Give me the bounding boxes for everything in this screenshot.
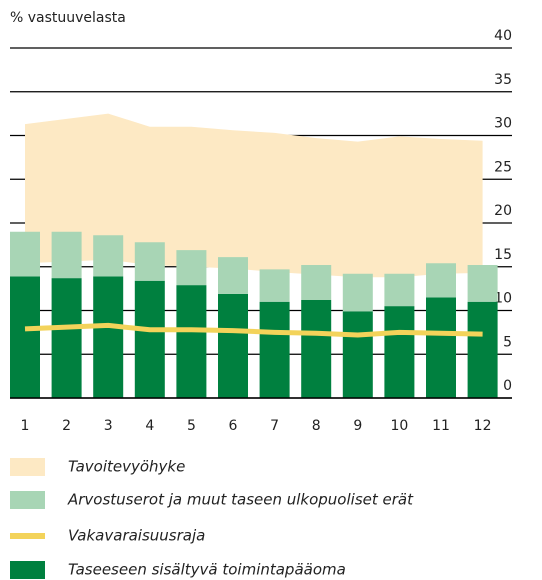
y-tick-label: 25 [494, 159, 512, 175]
bar-segment [259, 301, 290, 398]
bar-segment [218, 293, 248, 398]
legend-swatch [10, 491, 45, 509]
x-tick-label: 6 [229, 418, 238, 434]
bar-segment [426, 297, 456, 398]
y-tick-label: 20 [494, 203, 512, 219]
x-tick-label: 10 [390, 418, 408, 434]
bar-segment [259, 269, 290, 302]
bar-segment [51, 278, 82, 398]
y-tick-label: 40 [494, 28, 512, 44]
bar-segment [342, 311, 373, 398]
x-tick-label: 3 [104, 418, 113, 434]
legend-swatch [10, 458, 45, 476]
bar-segment [301, 265, 332, 300]
legend-label: Tavoitevyöhyke [68, 458, 185, 476]
x-tick-label: 4 [145, 418, 154, 434]
bar-segment [176, 250, 207, 286]
bar-segment [10, 276, 40, 398]
y-tick-label: 10 [494, 291, 512, 307]
bar-segment [218, 257, 248, 294]
x-tick-label: 5 [187, 418, 196, 434]
bar-segment [93, 235, 124, 277]
x-tick-label: 12 [474, 418, 492, 434]
subtitle: % vastuuvelasta [10, 10, 126, 26]
bar-segment [176, 285, 207, 398]
x-tick-label: 11 [432, 418, 450, 434]
legend-label: Taseeseen sisältyvä toimintapääoma [68, 561, 346, 579]
x-tick-label: 2 [62, 418, 71, 434]
x-tick-label: 7 [270, 418, 279, 434]
y-tick-label: 0 [503, 378, 512, 394]
x-tick-label: 1 [21, 418, 30, 434]
y-tick-label: 5 [503, 334, 512, 350]
x-tick-label: 8 [312, 418, 321, 434]
legend-label: Arvostuserot ja muut taseen ulkopuoliset… [67, 491, 414, 509]
y-tick-label: 15 [494, 247, 512, 263]
y-tick-label: 30 [494, 116, 512, 132]
x-tick-label: 9 [353, 418, 362, 434]
bar-segment [134, 242, 165, 281]
y-tick-label: 35 [494, 72, 512, 88]
legend-swatch [10, 561, 45, 579]
target-band [25, 113, 483, 278]
bar-segment [301, 300, 332, 398]
bar-segment [467, 265, 498, 302]
bar-segment [51, 231, 82, 279]
bar-segment [134, 280, 165, 398]
bar-segment [10, 231, 40, 277]
legend-label: Vakavaraisuusraja [68, 527, 205, 545]
bar-segment [426, 263, 456, 298]
legend-swatch [10, 533, 45, 539]
bar-segment [384, 306, 415, 398]
bar-segment [93, 276, 124, 398]
bar-segment [342, 273, 373, 312]
bar-segment [467, 301, 498, 398]
bar-segment [384, 273, 415, 307]
line [24, 322, 483, 338]
